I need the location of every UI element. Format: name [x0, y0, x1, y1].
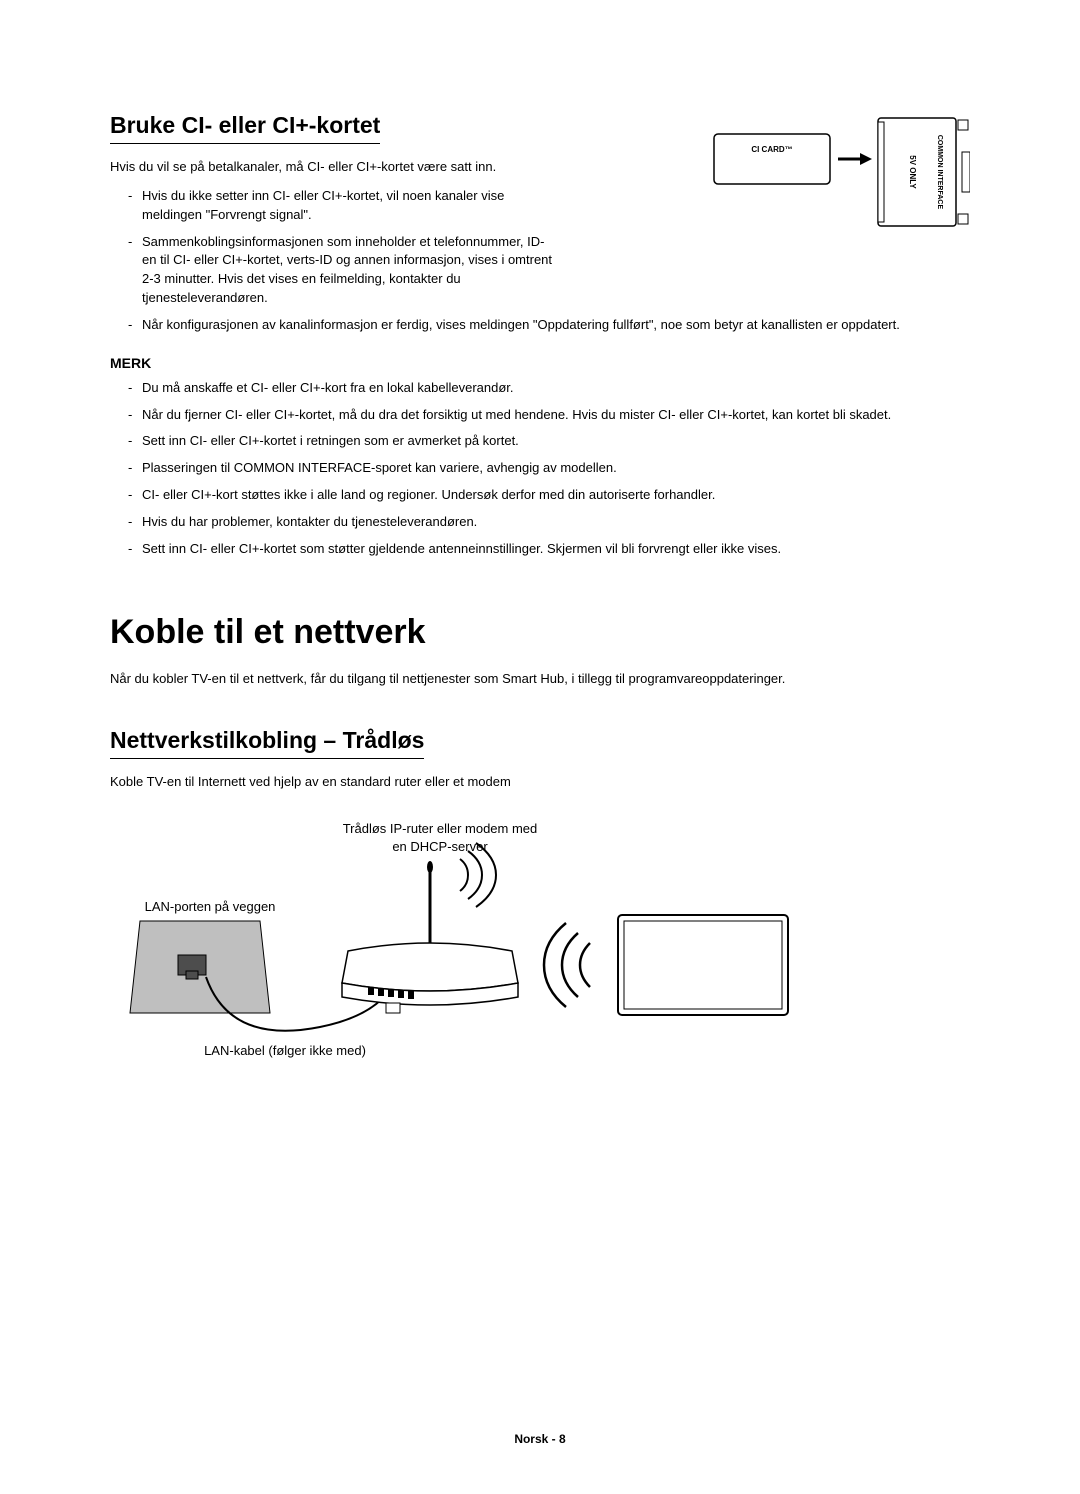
list-item: Sett inn CI- eller CI+-kortet som støtte… [128, 540, 970, 559]
ci-card-diagram: CI CARD™ 5V ONLY COMMON INTERFACE [710, 112, 970, 237]
list-item: Hvis du har problemer, kontakter du tjen… [128, 513, 970, 532]
intro-ci: Hvis du vil se på betalkanaler, må CI- e… [110, 158, 686, 177]
heading-wireless: Nettverkstilkobling – Trådløs [110, 727, 424, 759]
intro-wireless: Koble TV-en til Internett ved hjelp av e… [110, 773, 970, 792]
section-ci-card: Bruke CI- eller CI+-kortet Hvis du vil s… [110, 112, 970, 316]
wall-port-icon [130, 921, 270, 1013]
note-heading: MERK [110, 355, 970, 371]
ci-bullet-list-full: Når konfigurasjonen av kanalinformasjon … [110, 316, 970, 335]
section-wireless: Nettverkstilkobling – Trådløs Koble TV-e… [110, 727, 970, 1081]
svg-text:LAN-porten på veggen: LAN-porten på veggen [145, 899, 276, 914]
list-item: CI- eller CI+-kort støttes ikke i alle l… [128, 486, 970, 505]
heading-network: Koble til et nettverk [110, 613, 970, 652]
ci-card-label-text: CI CARD™ [751, 145, 792, 154]
ci-bullet-list-top: Hvis du ikke setter inn CI- eller CI+-ko… [110, 187, 686, 308]
list-item: Sammenkoblingsinformasjonen som innehold… [128, 233, 558, 308]
list-item: Når konfigurasjonen av kanalinformasjon … [128, 316, 970, 335]
list-item: Plasseringen til COMMON INTERFACE-sporet… [128, 459, 970, 478]
intro-network: Når du kobler TV-en til et nettverk, får… [110, 670, 970, 689]
tv-icon [618, 915, 788, 1015]
svg-text:Trådløs IP-ruter eller modem m: Trådløs IP-ruter eller modem med [343, 821, 538, 836]
list-item: Hvis du ikke setter inn CI- eller CI+-ko… [128, 187, 558, 225]
wireless-diagram: Trådløs IP-ruter eller modem med en DHCP… [110, 815, 970, 1080]
list-item: Sett inn CI- eller CI+-kortet i retninge… [128, 432, 970, 451]
svg-text:COMMON INTERFACE: COMMON INTERFACE [936, 135, 943, 210]
section-ci-text: Bruke CI- eller CI+-kortet Hvis du vil s… [110, 112, 686, 316]
svg-text:5V ONLY: 5V ONLY [908, 155, 917, 189]
wifi-in-icon [544, 923, 590, 1007]
heading-ci: Bruke CI- eller CI+-kortet [110, 112, 380, 144]
page-footer: Norsk - 8 [0, 1432, 1080, 1446]
svg-text:LAN-kabel (følger ikke med): LAN-kabel (følger ikke med) [204, 1043, 366, 1058]
note-bullet-list: Du må anskaffe et CI- eller CI+-kort fra… [110, 379, 970, 559]
page: Bruke CI- eller CI+-kortet Hvis du vil s… [0, 0, 1080, 1494]
router-icon [342, 861, 518, 1013]
list-item: Når du fjerner CI- eller CI+-kortet, må … [128, 406, 970, 425]
list-item: Du må anskaffe et CI- eller CI+-kort fra… [128, 379, 970, 398]
svg-text:en DHCP-server: en DHCP-server [392, 839, 488, 854]
